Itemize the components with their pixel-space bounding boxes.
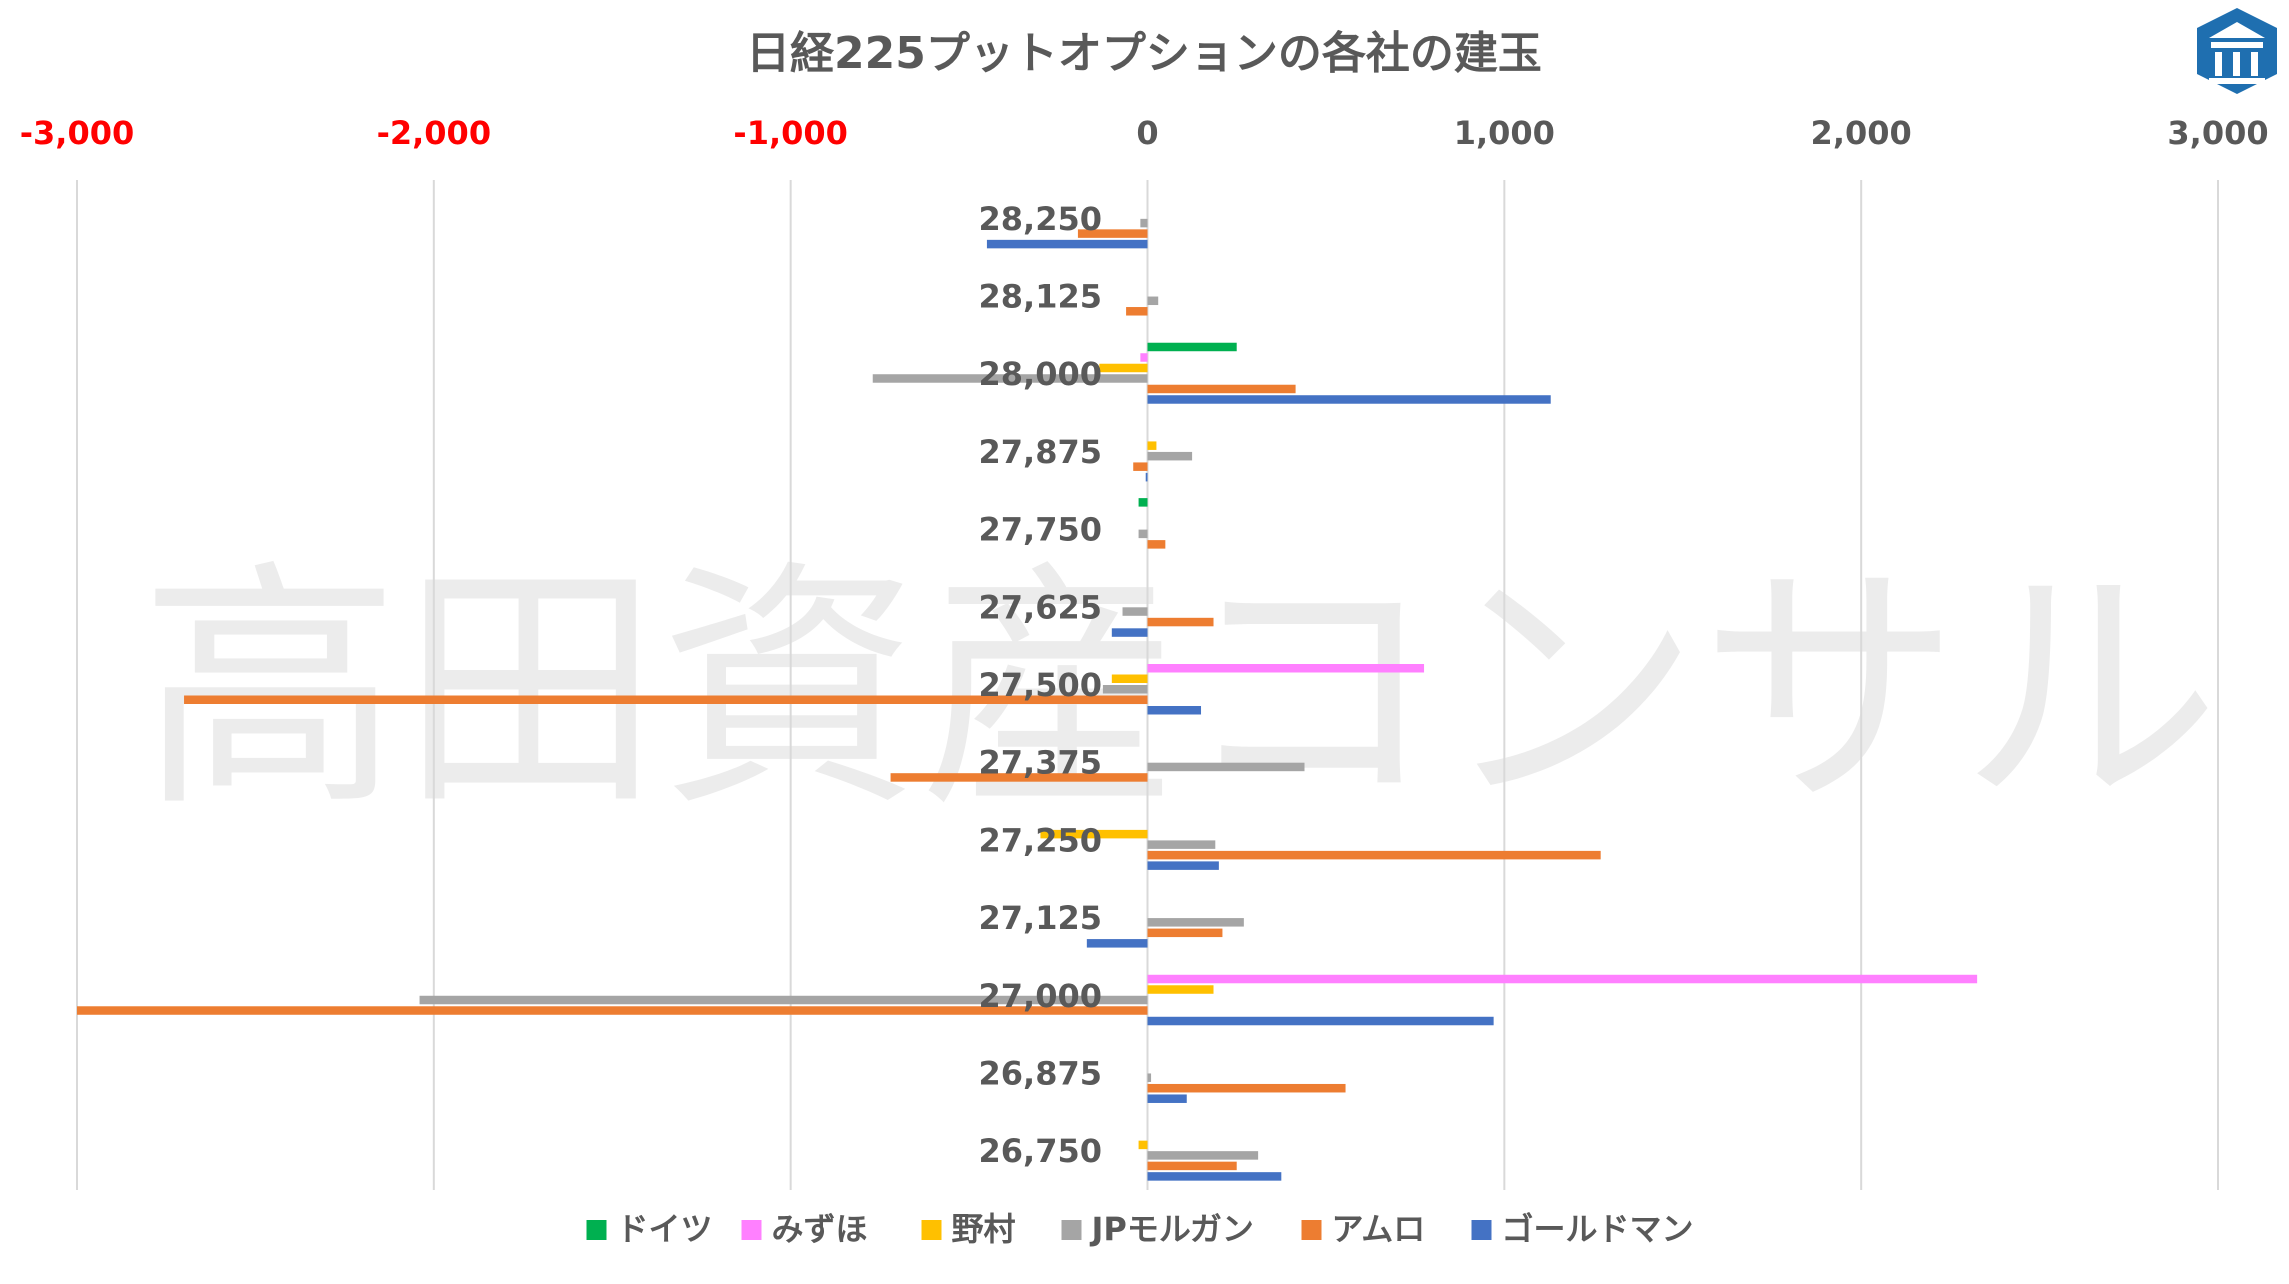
bar	[1140, 353, 1148, 362]
x-tick-label: 2,000	[1811, 114, 1912, 152]
bars-group	[77, 218, 1978, 1181]
x-tick-label: 3,000	[2167, 114, 2268, 152]
legend-swatch	[1301, 1220, 1322, 1240]
legend-label: ゴールドマン	[1502, 1210, 1694, 1248]
bar	[1099, 363, 1148, 373]
bar	[1147, 342, 1237, 352]
category-label: 26,875	[979, 1054, 1102, 1092]
category-label: 28,000	[979, 355, 1102, 393]
bar	[1147, 918, 1244, 927]
bar	[1147, 762, 1305, 772]
bar	[1138, 498, 1148, 507]
category-label: 27,500	[979, 666, 1102, 704]
bar	[1145, 472, 1148, 482]
bar	[184, 695, 1148, 704]
bar	[1147, 985, 1214, 994]
bar	[1147, 395, 1551, 404]
bar	[1140, 218, 1148, 228]
category-label: 28,250	[979, 200, 1102, 238]
chart-title: 日経225プットオプションの各社の建玉	[746, 28, 1542, 79]
bar	[1126, 307, 1148, 316]
legend-label: JPモルガン	[1090, 1210, 1254, 1248]
bar	[1147, 1073, 1152, 1082]
bar	[1147, 1083, 1346, 1093]
x-tick-label: -1,000	[733, 114, 848, 152]
legend-swatch	[1061, 1220, 1082, 1240]
x-tick-label: -2,000	[377, 114, 492, 152]
category-label: 26,750	[979, 1132, 1102, 1170]
legend-label: みずほ	[772, 1210, 868, 1248]
category-label: 27,125	[979, 899, 1102, 937]
bar	[1147, 1016, 1494, 1026]
bar	[872, 374, 1148, 383]
bar	[1138, 1140, 1148, 1150]
bar	[1040, 829, 1148, 839]
watermark-text: 高田資産コンサル	[140, 540, 2220, 842]
bar	[1147, 706, 1202, 715]
bar	[1133, 462, 1148, 471]
bar	[1147, 1161, 1237, 1171]
category-label: 27,375	[979, 744, 1102, 782]
legend-label: アムロ	[1332, 1210, 1426, 1248]
bar	[1147, 840, 1216, 849]
category-label: 27,000	[979, 977, 1102, 1015]
legend-swatch	[586, 1220, 607, 1240]
bank-building-icon	[2197, 8, 2277, 94]
x-axis-ticks: -3,000 -2,000 -1,000 0 1,000 2,000 3,000	[20, 114, 2269, 152]
bar	[1147, 296, 1159, 306]
category-label: 27,250	[979, 821, 1102, 859]
bar	[890, 773, 1148, 782]
bar	[1147, 861, 1219, 870]
bar	[986, 239, 1148, 249]
legend-label: ドイツ	[617, 1210, 713, 1248]
legend: ドイツ みずほ 野村 JPモルガン アムロ ゴールドマン	[586, 1210, 1694, 1248]
bar	[1147, 974, 1978, 984]
x-tick-label: -3,000	[20, 114, 135, 152]
bar	[1147, 617, 1214, 627]
category-label: 28,125	[979, 278, 1102, 316]
bar	[1147, 441, 1157, 450]
category-label: 27,625	[979, 588, 1102, 626]
legend-swatch	[741, 1220, 762, 1240]
bar	[1147, 1151, 1259, 1160]
legend-swatch	[1471, 1220, 1492, 1240]
bar	[1147, 850, 1601, 860]
legend-label: 野村	[952, 1210, 1016, 1248]
bar	[1111, 628, 1148, 637]
category-label: 27,875	[979, 433, 1102, 471]
bar	[1147, 664, 1425, 673]
legend-swatch	[921, 1220, 942, 1240]
bar	[1111, 674, 1148, 683]
bar	[1147, 384, 1296, 394]
bar	[1102, 685, 1148, 694]
bar	[1147, 1172, 1282, 1181]
x-tick-label: 1,000	[1454, 114, 1555, 152]
x-tick-label: 0	[1136, 114, 1158, 152]
category-label: 27,750	[979, 511, 1102, 549]
bar	[419, 995, 1148, 1005]
bar	[1147, 928, 1223, 938]
bar	[1147, 1094, 1187, 1103]
bar	[1077, 229, 1148, 238]
bar	[1147, 540, 1166, 549]
bar	[1122, 607, 1148, 616]
bar	[1138, 529, 1148, 539]
bar	[77, 1006, 1148, 1015]
bar	[1147, 451, 1193, 461]
bar	[1086, 939, 1148, 948]
category-labels: 28,250 28,125 28,000 27,875 27,750 27,625 27,5…	[979, 200, 1102, 1170]
